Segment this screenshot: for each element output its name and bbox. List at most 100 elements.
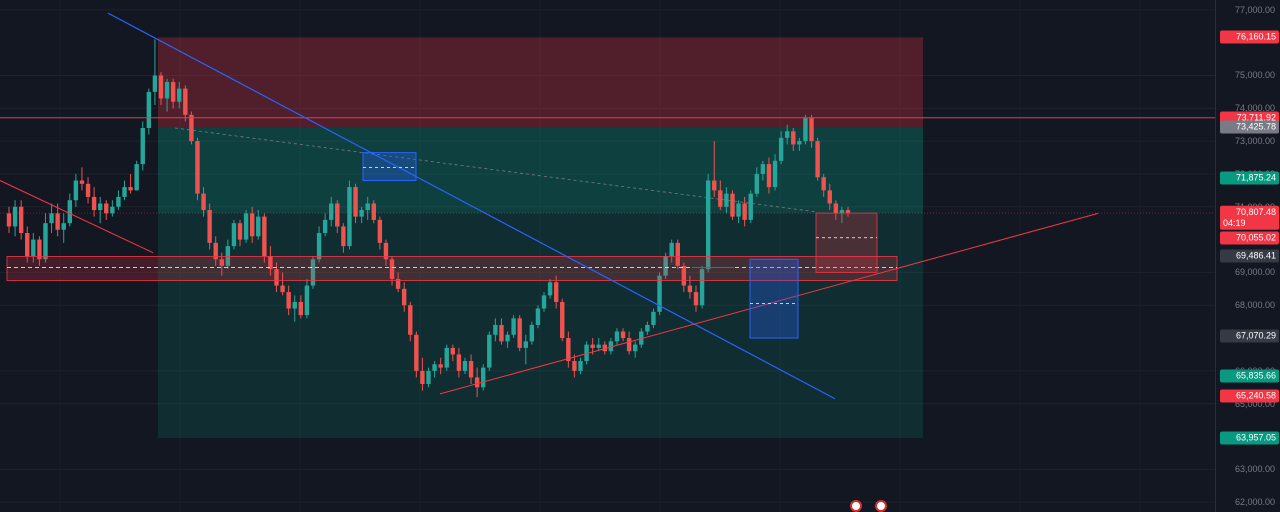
candle-body [170,82,176,102]
price-label-badge: 70,055.02 [1220,231,1279,245]
candle-body [620,331,626,339]
price-label-text: 73,711.92 [1236,112,1276,123]
candle-body [195,141,200,194]
chart-canvas[interactable] [0,0,1215,512]
candle-body [468,361,474,378]
candle-body [718,190,723,207]
candle-body [724,193,729,207]
candle-body [505,334,510,342]
target-zone-extended [158,213,923,438]
us-flag-icon[interactable] [875,500,887,512]
candle-body [177,88,182,102]
candle-body [608,341,614,352]
candle-body [31,239,36,256]
candle-body [164,82,170,99]
candle-body [420,370,425,384]
candle-body [541,295,547,309]
blue-box-low[interactable] [749,258,799,339]
candle-body [329,203,334,220]
candle-body [237,223,243,240]
candle-body [481,367,486,388]
candle-body [730,193,735,217]
candle-body [511,318,516,335]
candle-body [602,344,608,352]
candle-body [243,213,249,240]
candle-body [833,203,839,214]
candle-body [766,164,772,188]
red-box-current[interactable] [815,212,878,273]
candle-body [18,206,24,234]
candle-body [213,242,218,260]
candle-body [760,164,766,174]
candle-body [432,364,437,371]
candle-body [705,180,711,270]
stop-loss-zone [158,37,923,128]
candle-body [657,275,662,312]
price-label-text: 70,055.02 [1235,232,1276,243]
price-label-badge: 65,835.66 [1220,369,1279,383]
price-label-text: 73,425.78 [1235,121,1276,132]
candle-body [803,118,808,142]
candle-body [395,278,401,289]
candle-body [158,75,164,99]
candle-body [359,210,364,217]
candle-body [553,282,559,302]
target-zone [158,127,923,214]
candle-body [231,223,237,247]
candle-body [450,347,456,355]
candle-body [639,331,644,345]
candle-body [85,183,91,197]
candle-body [73,180,79,201]
candlestick-series [6,39,851,398]
price-label-badge: 67,070.29 [1220,329,1279,343]
price-tick-label: 65,000.00 [1234,398,1275,409]
candle-body [681,265,687,286]
price-tick-label: 73,000.00 [1234,136,1275,147]
price-label-text: 69,486.41 [1235,250,1276,261]
candle-body [322,219,328,234]
candle-body [6,213,12,227]
candle-body [341,226,346,247]
price-axis[interactable]: 62,000.0063,000.0065,000.0066,000.0068,0… [1215,0,1280,512]
price-label-badge: 73,425.78 [1220,120,1279,134]
candle-body [456,354,462,371]
candle-body [268,256,273,270]
grid-lines [0,9,1215,503]
candle-body [377,219,383,243]
candle-body [335,203,340,227]
candle-body [55,213,60,230]
price-label-text: 70,807.48 [1235,206,1276,217]
candle-body [736,203,741,217]
candle-body [401,288,407,306]
candle-body [408,305,413,335]
candle-body [207,210,212,243]
candle-body [499,324,504,342]
candle-body [712,180,717,191]
price-label-badge: 63,957.05 [1220,431,1279,445]
candle-body [633,344,638,352]
candle-body [584,344,589,362]
candle-body [383,242,389,260]
drawing-tools[interactable] [0,12,1215,400]
candle-body [43,223,48,260]
candle-body [626,338,632,352]
candle-body [146,91,152,128]
candle-body [116,196,121,207]
candle-body [839,210,845,214]
price-label-badge: 65,240.58 [1220,389,1279,403]
candle-body [201,193,206,211]
candle-body [560,301,565,339]
candle-body [61,223,66,230]
candle-body [304,285,310,316]
descending-trendline[interactable] [107,12,836,400]
candle-body [754,173,760,194]
support-rectangle[interactable] [6,256,898,282]
candle-body [389,259,395,279]
candle-body [572,361,577,371]
left-downtrend-line[interactable] [0,180,154,254]
us-flag-icon[interactable] [850,500,862,512]
candle-body [134,164,139,191]
candle-body [809,118,814,142]
blue-box-high[interactable] [362,152,417,182]
candle-body [219,259,224,266]
